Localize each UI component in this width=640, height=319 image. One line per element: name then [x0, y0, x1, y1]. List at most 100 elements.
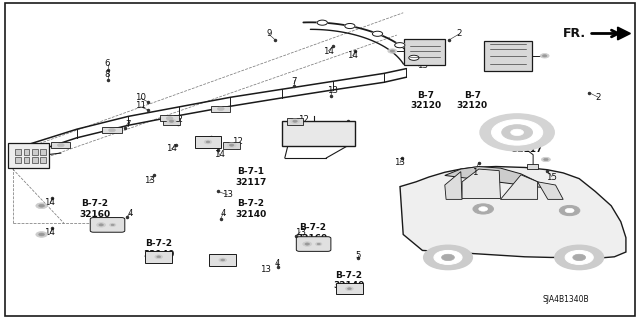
Circle shape: [305, 243, 310, 245]
Text: 14: 14: [44, 228, 56, 237]
Circle shape: [204, 140, 212, 144]
Text: B-7-2
32160: B-7-2 32160: [79, 199, 110, 219]
Circle shape: [111, 224, 115, 226]
Circle shape: [573, 254, 586, 261]
Circle shape: [109, 129, 115, 132]
FancyBboxPatch shape: [296, 237, 331, 251]
Bar: [24, 157, 29, 163]
Circle shape: [166, 117, 173, 120]
FancyBboxPatch shape: [145, 251, 172, 263]
Text: 13: 13: [294, 228, 306, 237]
Text: 15: 15: [546, 173, 557, 182]
Bar: [24, 149, 29, 155]
Text: B-7
32120: B-7 32120: [457, 91, 488, 110]
Text: SJA4B1340B: SJA4B1340B: [543, 295, 589, 304]
Bar: [15, 149, 21, 155]
Circle shape: [218, 107, 224, 110]
Text: 4: 4: [128, 209, 133, 218]
Circle shape: [409, 55, 419, 60]
Circle shape: [36, 232, 47, 237]
Bar: [160, 115, 179, 121]
Circle shape: [565, 208, 574, 213]
Circle shape: [345, 24, 355, 29]
Text: 13: 13: [326, 86, 338, 95]
Text: 7: 7: [125, 120, 131, 129]
Circle shape: [434, 250, 462, 264]
Text: 14: 14: [323, 47, 334, 56]
Circle shape: [502, 125, 532, 140]
Circle shape: [291, 119, 300, 123]
FancyBboxPatch shape: [282, 121, 355, 146]
Circle shape: [38, 233, 45, 236]
Text: B-7-1
32103
32117: B-7-1 32103 32117: [511, 124, 543, 154]
Circle shape: [167, 119, 176, 123]
Text: B-7-2
32160: B-7-2 32160: [297, 223, 328, 242]
Text: 12: 12: [298, 115, 309, 124]
Circle shape: [395, 43, 405, 48]
Circle shape: [541, 157, 550, 162]
Circle shape: [540, 54, 549, 58]
Circle shape: [492, 120, 543, 145]
Bar: [102, 127, 122, 133]
Polygon shape: [462, 169, 500, 198]
Text: 4: 4: [275, 259, 280, 268]
Circle shape: [559, 205, 580, 216]
Bar: [40, 149, 46, 155]
FancyBboxPatch shape: [195, 136, 221, 148]
Bar: [51, 142, 70, 148]
Circle shape: [97, 223, 106, 227]
Circle shape: [206, 141, 210, 143]
Circle shape: [109, 223, 116, 226]
Circle shape: [473, 204, 493, 214]
Circle shape: [348, 288, 351, 290]
Circle shape: [390, 50, 394, 52]
Polygon shape: [618, 27, 630, 40]
Bar: [527, 164, 538, 169]
FancyBboxPatch shape: [209, 254, 236, 266]
Circle shape: [317, 243, 321, 245]
Text: 12: 12: [232, 137, 243, 146]
Circle shape: [372, 31, 383, 36]
Text: 11: 11: [135, 101, 147, 110]
Circle shape: [292, 120, 298, 122]
Polygon shape: [500, 175, 538, 199]
Bar: [163, 118, 180, 125]
Circle shape: [316, 242, 322, 246]
Text: B-7-2
32140: B-7-2 32140: [143, 239, 174, 258]
Circle shape: [544, 159, 548, 161]
Circle shape: [388, 49, 397, 53]
Text: 5: 5: [356, 251, 361, 260]
Bar: [223, 142, 240, 149]
Circle shape: [99, 224, 104, 226]
Polygon shape: [400, 167, 626, 258]
Text: 1: 1: [472, 168, 477, 177]
Polygon shape: [445, 167, 548, 188]
Circle shape: [36, 203, 47, 209]
Text: 13: 13: [417, 61, 428, 70]
Text: FR.: FR.: [563, 27, 586, 40]
Circle shape: [38, 204, 45, 207]
Text: 4: 4: [221, 209, 226, 218]
Circle shape: [424, 245, 472, 270]
Circle shape: [169, 120, 174, 122]
Circle shape: [543, 55, 547, 57]
Text: 2: 2: [596, 93, 601, 102]
Bar: [32, 157, 38, 163]
Text: 13: 13: [221, 190, 233, 199]
Circle shape: [303, 242, 312, 246]
Circle shape: [346, 287, 353, 291]
Circle shape: [157, 256, 161, 258]
Text: 14: 14: [44, 198, 56, 207]
FancyBboxPatch shape: [336, 283, 363, 294]
Circle shape: [219, 258, 227, 262]
Circle shape: [442, 254, 454, 261]
Bar: [211, 106, 230, 112]
FancyBboxPatch shape: [404, 39, 445, 65]
Circle shape: [555, 245, 604, 270]
Bar: [15, 157, 21, 163]
Text: B-7-1
32117: B-7-1 32117: [235, 167, 267, 187]
Text: B-7-2
32140: B-7-2 32140: [236, 199, 266, 219]
Circle shape: [511, 129, 524, 136]
Circle shape: [565, 250, 593, 264]
Circle shape: [230, 144, 234, 146]
